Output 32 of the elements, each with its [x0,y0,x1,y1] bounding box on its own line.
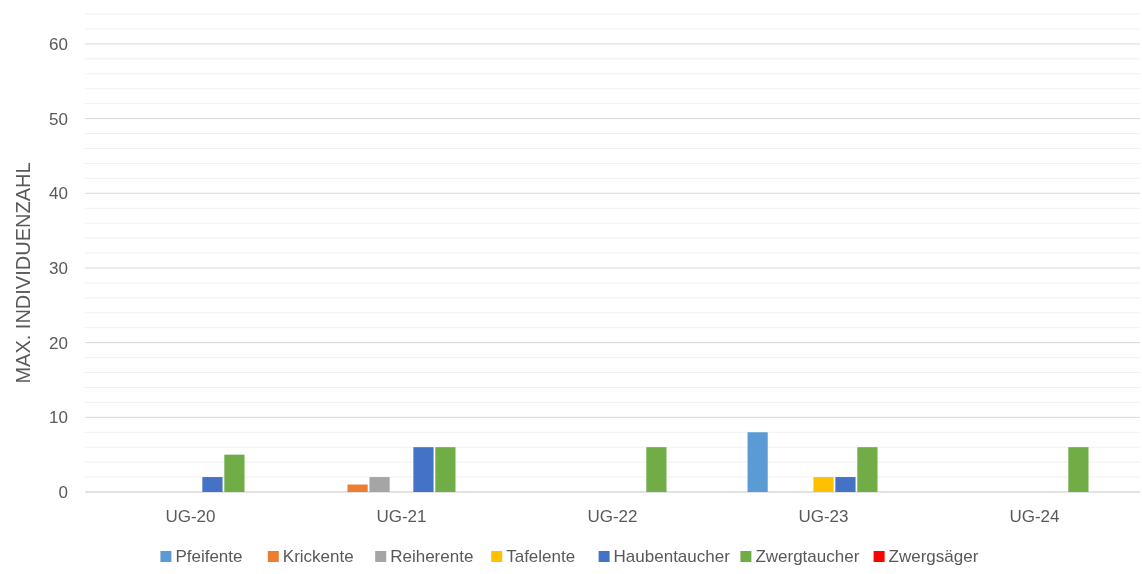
x-tick-label: UG-21 [376,507,427,526]
legend-label: Tafelente [506,547,576,566]
bar [1068,447,1089,492]
bar [413,447,434,492]
y-tick-label: 60 [49,34,68,54]
bar [813,477,834,492]
y-tick-label: 40 [49,184,68,204]
y-tick-label: 20 [49,333,68,353]
y-axis-title: MAX. INDIVIDUENZAHL [12,162,34,384]
x-tick-label: UG-22 [587,507,638,526]
legend-label: Zwergtaucher [755,547,860,566]
x-tick-label: UG-23 [798,507,849,526]
bar [347,484,368,492]
x-tick-label: UG-20 [165,507,216,526]
bar [646,447,667,492]
bar [857,447,878,492]
bar [369,477,390,492]
y-tick-label: 10 [49,408,68,428]
legend-label: Reiherente [390,547,474,566]
bar [835,477,856,492]
legend-label: Krickente [282,547,354,566]
y-tick-label: 0 [58,483,68,502]
bar [202,477,223,492]
y-tick-label: 50 [49,109,68,129]
bar [435,447,456,492]
bar [747,432,768,492]
legend-label: Haubentaucher [613,547,731,566]
y-tick-label: 30 [49,258,68,278]
bar [224,454,245,492]
x-tick-label: UG-24 [1009,507,1060,526]
legend-label: Zwergsäger [888,547,979,566]
legend-label: Pfeifente [175,547,243,566]
